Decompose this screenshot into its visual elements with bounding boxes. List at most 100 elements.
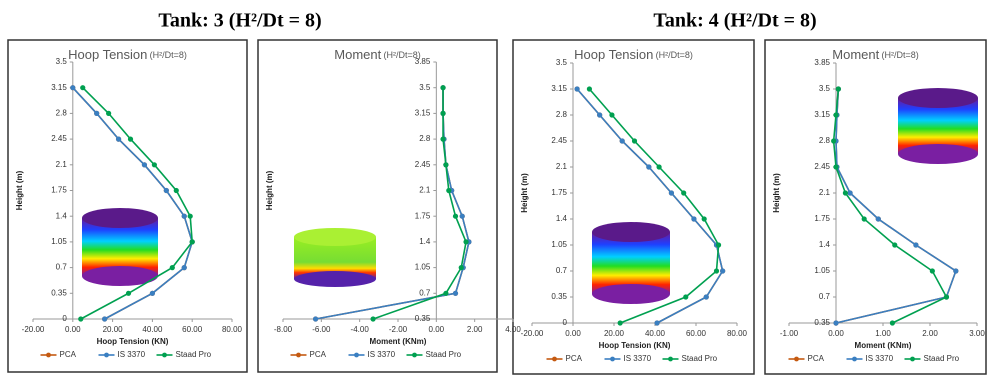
x-tick-label: 0.00 <box>565 329 581 338</box>
y-tick-label: 2.45 <box>551 136 567 145</box>
legend-marker <box>668 357 673 362</box>
x-tick-label: -8.00 <box>274 325 293 334</box>
legend-label: Staad Pro <box>682 354 718 363</box>
x-tick-label: 4.00 <box>505 325 521 334</box>
y-tick-label: 1.05 <box>551 240 567 249</box>
legend-label: PCA <box>310 350 327 359</box>
subtitle-text: (H²/Dt=8) <box>881 50 918 60</box>
y-tick-label: 3.85 <box>814 58 830 67</box>
y-tick-label: 3.15 <box>51 83 67 92</box>
data-point <box>152 162 157 167</box>
data-point <box>188 214 193 219</box>
tank-heading: Tank: 3 (H²/Dt = 8) <box>158 10 321 32</box>
y-tick-label: 0.7 <box>419 288 431 297</box>
x-tick-label: -4.00 <box>351 325 370 334</box>
tank-model-image <box>898 88 978 164</box>
data-point <box>704 294 709 299</box>
data-point <box>575 86 580 91</box>
page: Tank: 3 (H²/Dt = 8) Tank: 4 (H²/Dt = 8) … <box>0 0 991 376</box>
y-tick-label: 3.5 <box>819 84 831 93</box>
chart-title: Moment (H²/Dt=8) <box>832 47 918 62</box>
legend-marker <box>354 353 359 358</box>
data-point <box>646 164 651 169</box>
data-point <box>716 242 721 247</box>
data-point <box>587 86 592 91</box>
y-tick-label: 3.5 <box>56 57 68 66</box>
tank-model-image <box>592 222 670 304</box>
title-text: Hoop Tension <box>574 47 653 62</box>
legend-marker <box>852 357 857 362</box>
chart-title: Hoop Tension (H²/Dt=8) <box>574 47 693 62</box>
x-tick-label: 60.00 <box>686 329 707 338</box>
data-point <box>446 188 451 193</box>
x-tick-label: 0.00 <box>828 329 844 338</box>
data-point <box>150 291 155 296</box>
data-point <box>944 294 949 299</box>
y-tick-label: 3.5 <box>556 58 568 67</box>
data-point <box>620 138 625 143</box>
title-text: Moment <box>832 47 879 62</box>
data-point <box>182 214 187 219</box>
y-tick-label: 1.4 <box>56 211 68 220</box>
y-tick-label: 0.35 <box>415 314 431 323</box>
data-point <box>609 112 614 117</box>
legend-label: PCA <box>808 354 825 363</box>
data-point <box>848 190 853 195</box>
data-point <box>70 85 75 90</box>
y-tick-label: 2.45 <box>51 134 67 143</box>
x-tick-label: -2.00 <box>389 325 408 334</box>
subtitle-text: (H²/Dt=8) <box>150 50 187 60</box>
x-tick-label: 40.00 <box>142 325 163 334</box>
y-tick-label: 3.85 <box>415 57 431 66</box>
legend-label: IS 3370 <box>118 350 146 359</box>
data-point <box>463 239 468 244</box>
data-point <box>174 188 179 193</box>
y-tick-label: 1.4 <box>556 214 568 223</box>
data-point <box>126 291 131 296</box>
data-point <box>94 111 99 116</box>
y-tick-label: 2.45 <box>814 162 830 171</box>
title-text: Hoop Tension <box>68 47 147 62</box>
data-point <box>836 86 841 91</box>
data-point <box>164 188 169 193</box>
x-tick-label: -1.00 <box>780 329 799 338</box>
subtitle-text: (H²/Dt=8) <box>656 50 693 60</box>
legend-label: PCA <box>566 354 583 363</box>
data-point <box>453 214 458 219</box>
y-tick-label: 2.1 <box>556 162 568 171</box>
legend-marker <box>552 357 557 362</box>
data-point <box>691 216 696 221</box>
y-axis-title: Height (m) <box>772 173 781 213</box>
data-point <box>128 137 133 142</box>
y-axis-title: Height (m) <box>15 170 24 210</box>
y-tick-label: 1.05 <box>415 263 431 272</box>
data-point <box>930 268 935 273</box>
x-tick-label: 80.00 <box>222 325 243 334</box>
data-point <box>833 320 838 325</box>
legend-marker <box>610 357 615 362</box>
y-tick-label: 0 <box>62 314 67 323</box>
data-point <box>313 316 318 321</box>
y-tick-label: 2.1 <box>419 186 431 195</box>
legend-marker <box>162 353 167 358</box>
data-point <box>720 268 725 273</box>
data-point <box>190 239 195 244</box>
y-tick-label: 0.35 <box>551 292 567 301</box>
legend-marker <box>46 353 51 358</box>
y-tick-label: 2.45 <box>415 160 431 169</box>
data-point <box>453 291 458 296</box>
legend-label: Staad Pro <box>426 350 462 359</box>
y-tick-label: 1.75 <box>814 214 830 223</box>
legend-marker <box>104 353 109 358</box>
data-point <box>843 190 848 195</box>
title-text: Moment <box>334 47 381 62</box>
data-point <box>182 265 187 270</box>
y-tick-label: 2.8 <box>556 110 568 119</box>
x-tick-label: 20.00 <box>604 329 625 338</box>
data-point <box>460 214 465 219</box>
legend-marker <box>296 353 301 358</box>
y-tick-label: 1.05 <box>814 266 830 275</box>
y-tick-label: 3.15 <box>814 110 830 119</box>
y-tick-label: 1.75 <box>551 188 567 197</box>
y-tick-label: 2.8 <box>56 109 68 118</box>
